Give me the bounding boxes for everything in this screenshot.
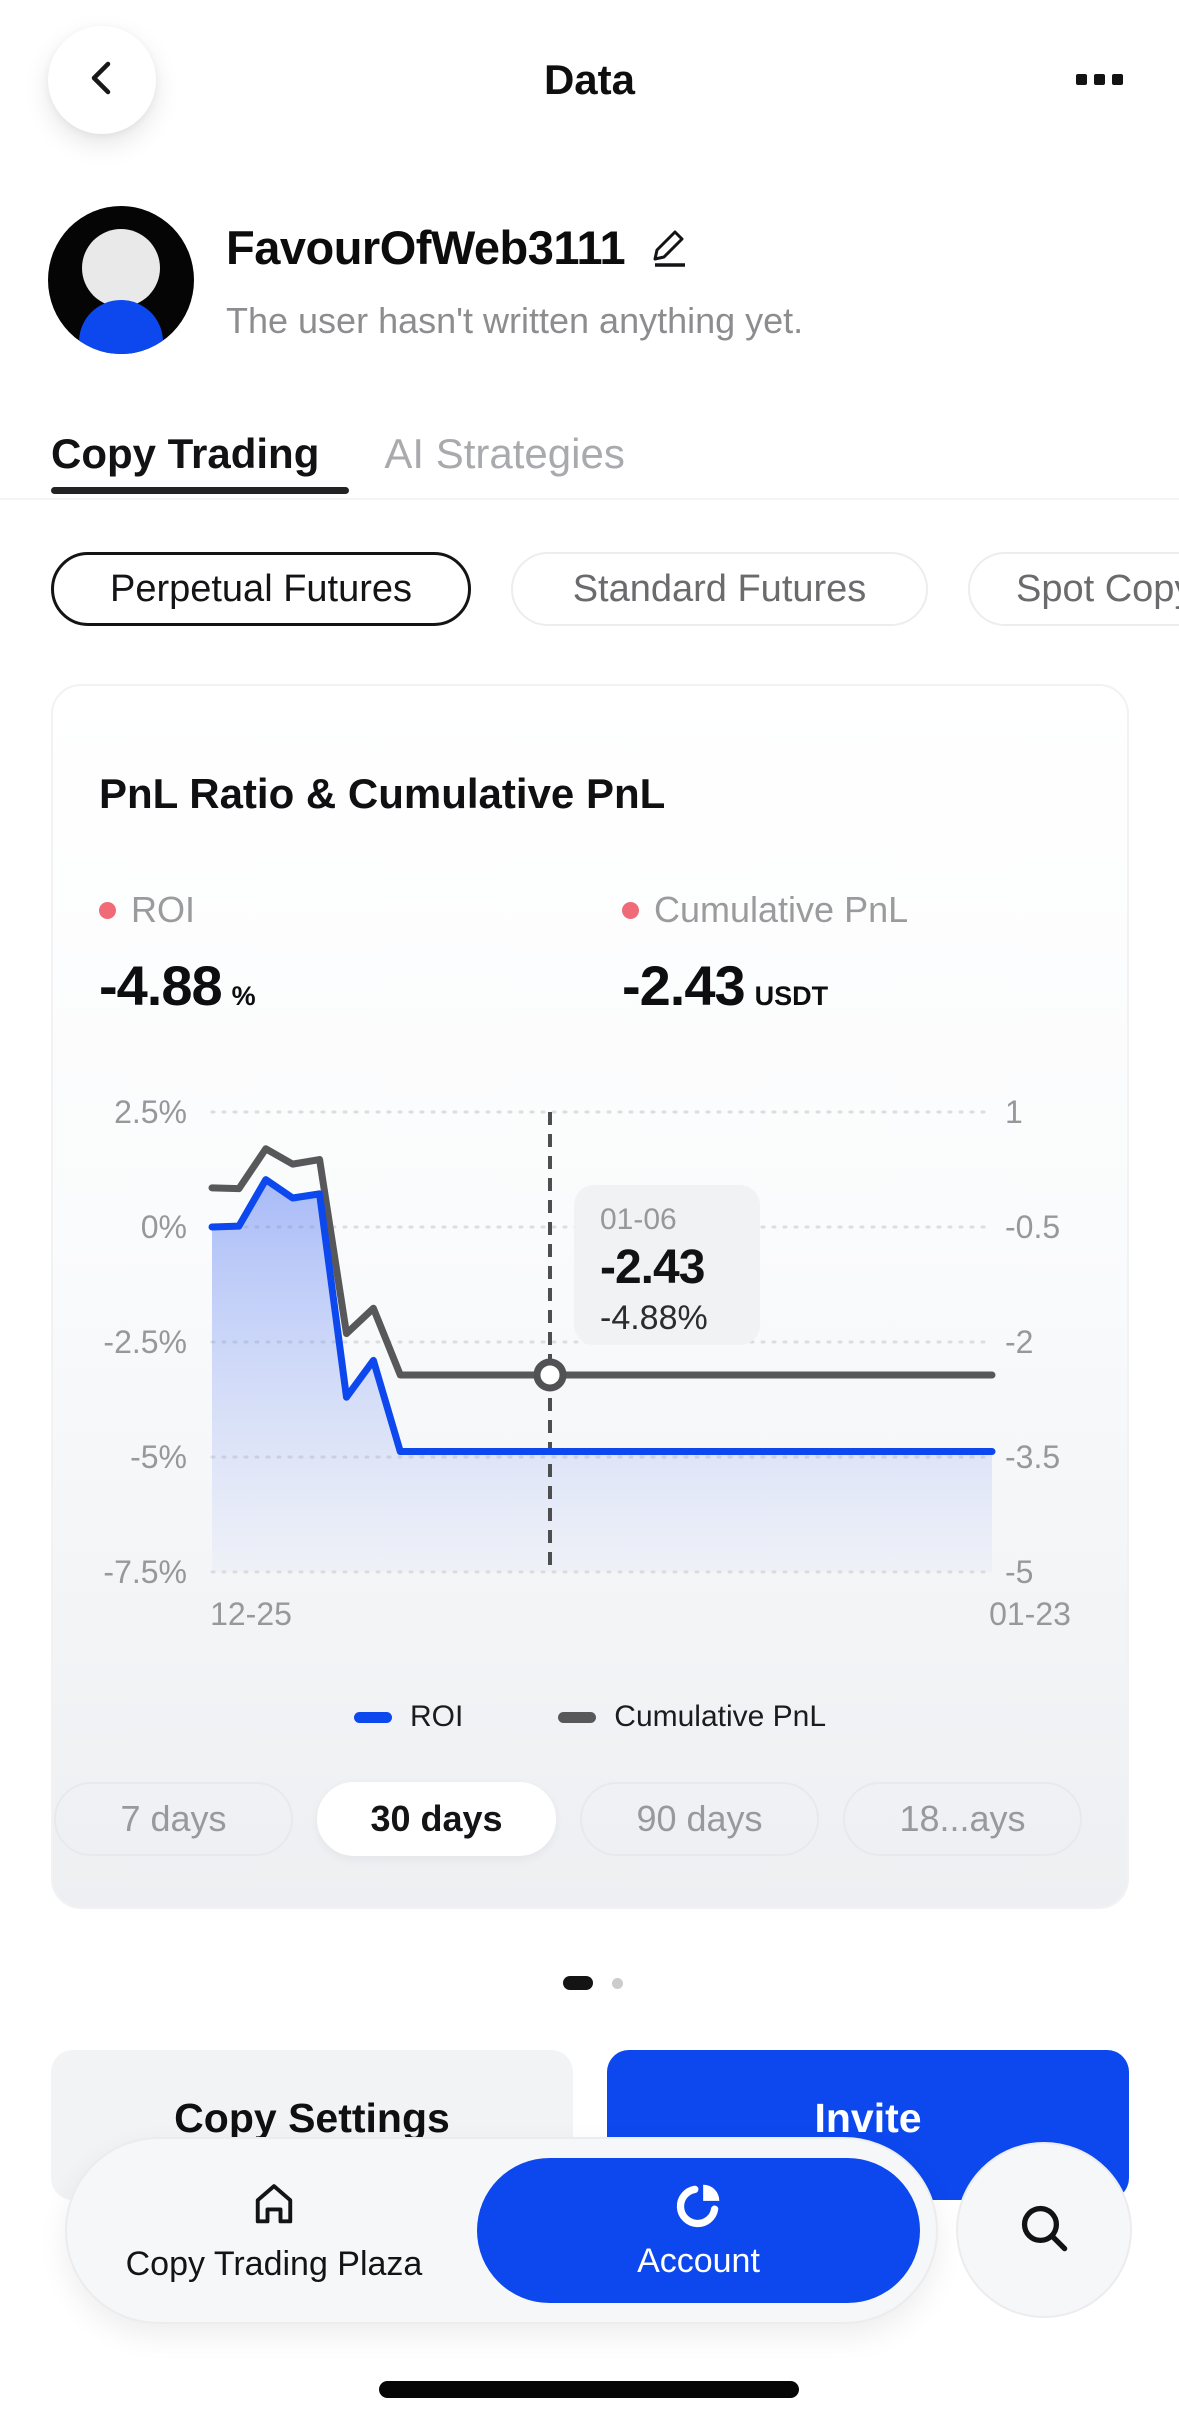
stat-label: Cumulative PnL (654, 889, 909, 930)
chart-legend: ROI Cumulative PnL (53, 1700, 1127, 1734)
divider (0, 498, 1179, 500)
range-pill-30-days[interactable]: 30 days (317, 1782, 556, 1856)
card-title: PnL Ratio & Cumulative PnL (99, 770, 666, 817)
range-pill-90-days[interactable]: 90 days (580, 1782, 819, 1856)
legend-item-roi: ROI (353, 1700, 464, 1734)
filter-pill-spot-copy[interactable]: Spot Copy (968, 552, 1179, 626)
avatar-head-shape (82, 229, 160, 307)
x-axis-tick: 01-23 (989, 1596, 1071, 1632)
tooltip-date: 01-06 (600, 1203, 677, 1236)
page-dot-inactive (612, 1978, 623, 1989)
stat-cumulative-pnl: Cumulative PnL -2.43 USDT (622, 889, 908, 1018)
more-dots-icon (1076, 74, 1087, 85)
left-axis-tick: 2.5% (114, 1094, 187, 1130)
cursor-marker (533, 1358, 567, 1392)
search-icon (1011, 2195, 1077, 2266)
roi-line (208, 1176, 996, 1455)
roi-area-fill (212, 1179, 992, 1572)
right-axis-tick: -3.5 (1005, 1439, 1060, 1475)
stat-unit: % (231, 981, 256, 1011)
stat-value: -2.43 (622, 954, 746, 1017)
chart-render-root: 2.5% 1 0% -0.5 -2.5% -2 -5% -3.5 -7.5% -5 12-25 01-… (103, 1094, 1071, 1632)
nav-label: Account (637, 2242, 760, 2280)
more-dots-icon (1094, 74, 1105, 85)
pnl-chart[interactable]: 2.5% 1 0% -0.5 -2.5% -2 -5% -3.5 -7.5% -5 12-25 01-… (53, 1082, 1131, 1647)
filter-pill-perpetual-futures[interactable]: Perpetual Futures (51, 552, 471, 626)
tooltip-roi-value: -4.88% (600, 1299, 708, 1337)
more-menu-button[interactable] (1076, 74, 1123, 85)
stat-label: ROI (131, 889, 196, 930)
page-title: Data (543, 56, 636, 103)
filter-pill-standard-futures[interactable]: Standard Futures (511, 552, 928, 626)
home-indicator (379, 2381, 799, 2398)
bottom-nav: Copy Trading Plaza Account (65, 2137, 938, 2324)
stat-roi: ROI -4.88 % (99, 889, 256, 1018)
range-pill-7-days[interactable]: 7 days (54, 1782, 293, 1856)
active-tab-underline (51, 487, 349, 494)
stat-dot-icon (622, 901, 639, 919)
legend-swatch-pnl (558, 1711, 597, 1723)
tooltip-pnl-value: -2.43 (600, 1241, 705, 1294)
left-axis-tick: -5% (130, 1439, 187, 1475)
stat-value: -4.88 (99, 954, 223, 1017)
tab-copy-trading[interactable]: Copy Trading (51, 430, 320, 477)
pie-chart-icon (674, 2180, 724, 2235)
page-dot-active (563, 1976, 593, 1990)
back-button[interactable] (48, 26, 156, 134)
chevron-left-icon (82, 56, 122, 105)
stat-unit: USDT (754, 981, 829, 1011)
range-pill-180-days[interactable]: 18...ays (843, 1782, 1082, 1856)
nav-item-account[interactable]: Account (477, 2158, 920, 2303)
nav-item-copy-trading-plaza[interactable]: Copy Trading Plaza (67, 2139, 481, 2322)
avatar-torso-shape (79, 300, 163, 354)
nav-label: Copy Trading Plaza (125, 2245, 423, 2283)
left-axis-tick: -2.5% (103, 1324, 187, 1360)
avatar (48, 206, 194, 354)
stat-dot-icon (99, 901, 116, 919)
pnl-line (208, 1145, 996, 1379)
x-axis-tick: 12-25 (210, 1596, 292, 1632)
left-axis-tick: 0% (141, 1209, 187, 1245)
profile-bio: The user hasn't written anything yet. (226, 300, 804, 341)
legend-label: ROI (409, 1700, 464, 1733)
left-axis-tick: -7.5% (103, 1554, 187, 1590)
chart-tooltip: 01-06 -2.43 -4.88% (574, 1185, 760, 1345)
home-icon (248, 2177, 300, 2236)
pnl-card: PnL Ratio & Cumulative PnL ROI -4.88 % C… (51, 684, 1129, 1909)
profile-name: FavourOfWeb3111 (226, 221, 626, 274)
right-axis-tick: -2 (1005, 1324, 1033, 1360)
search-button[interactable] (956, 2142, 1132, 2318)
right-axis-tick: 1 (1005, 1094, 1023, 1130)
tab-ai-strategies[interactable]: AI Strategies (384, 430, 625, 477)
more-dots-icon (1112, 74, 1123, 85)
edit-name-button[interactable] (649, 222, 691, 273)
legend-label: Cumulative PnL (614, 1700, 827, 1733)
legend-item-cumulative-pnl: Cumulative PnL (558, 1700, 826, 1734)
legend-swatch-roi (353, 1711, 392, 1723)
right-axis-tick: -0.5 (1005, 1209, 1060, 1245)
right-axis-tick: -5 (1005, 1554, 1033, 1590)
